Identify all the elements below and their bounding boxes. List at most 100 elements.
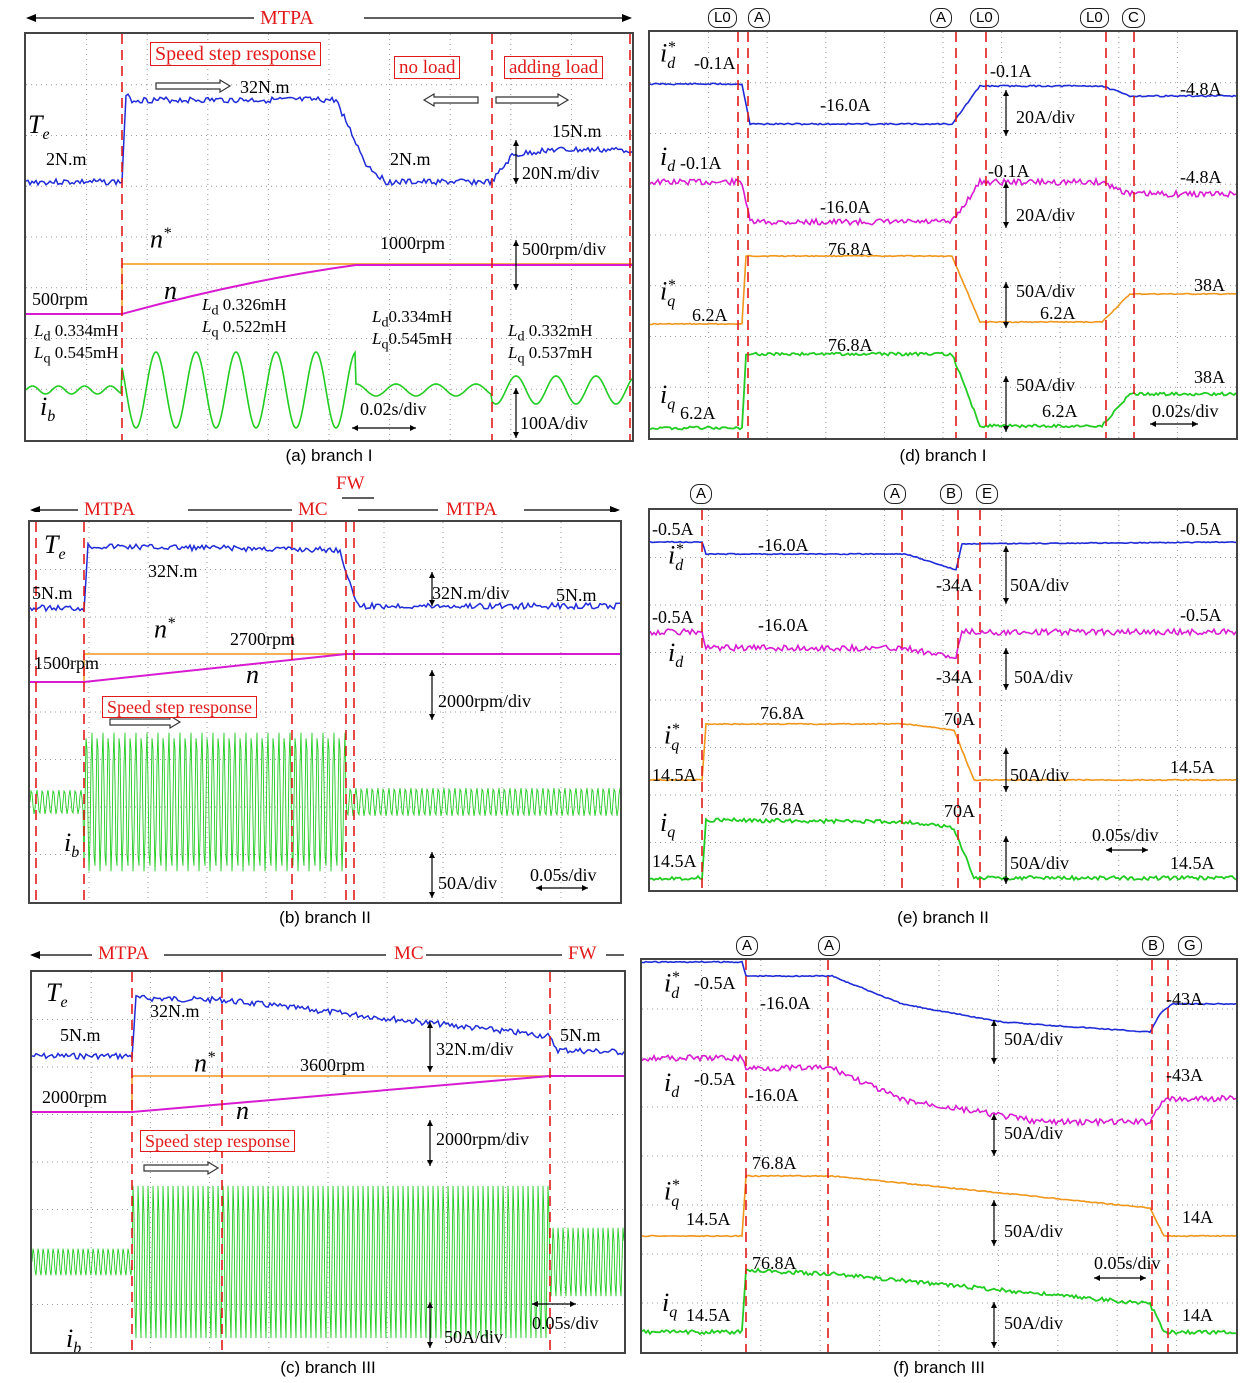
panel-b-n-div: 2000rpm/div xyxy=(438,691,531,711)
panel-e-tdiv-arrow-head-left xyxy=(1106,847,1112,853)
panel-a-te-div-arrow-head-top xyxy=(513,140,519,146)
panel-d-idref-a: -0.1A xyxy=(694,53,736,73)
panel-f-div1-arrow-head-bottom xyxy=(991,1058,997,1064)
panel-f-div3: 50A/div xyxy=(1004,1221,1064,1241)
panel-c-nref-trace xyxy=(32,1075,624,1113)
panel-c-right-arrow xyxy=(143,1160,220,1176)
caption-e: (e) branch II xyxy=(897,908,989,927)
panel-f-id-trace xyxy=(642,1053,1236,1128)
panel-c-nref-symbol: n* xyxy=(194,1048,215,1078)
caption-f: (f) branch III xyxy=(893,1358,985,1377)
panel-c-mode3: FW xyxy=(568,943,597,964)
panel-c-speed-step-box: Speed step response xyxy=(140,1130,295,1152)
panel-a-mode-bar: MTPA xyxy=(24,4,634,32)
panel-d-iqref-trace xyxy=(650,254,1236,326)
panel-b-te-5nm-b: 5N.m xyxy=(556,585,597,605)
panel-b-n-trace xyxy=(30,653,620,683)
panel-a-ib-div-arrow-head-top xyxy=(513,388,519,394)
panel-f-idref-d: -43A xyxy=(1166,989,1203,1009)
panel-e-iq-c: 70A xyxy=(944,801,975,821)
panel-d-div3-arrow-head-bottom xyxy=(1003,322,1009,328)
panel-d-marker-4: L0 xyxy=(970,8,999,28)
panel-e-idref-symbol: i*d xyxy=(668,540,684,574)
panel-a-n-div-arrow-head-bottom xyxy=(513,284,519,290)
panel-a-mode-label: MTPA xyxy=(260,7,314,29)
panel-a-n-1000: 1000rpm xyxy=(380,233,445,253)
panel-e-div3-arrow-head-bottom xyxy=(1003,786,1009,792)
panel-d-tdiv-arrow-head-left xyxy=(1150,421,1156,427)
panel-e-idref-b: -16.0A xyxy=(758,535,809,555)
panel-e-div3-arrow-head-top xyxy=(1003,748,1009,754)
panel-d-div2-arrow-head-top xyxy=(1003,182,1009,188)
panel-d-div1-arrow-head-top xyxy=(1003,90,1009,96)
panel-b-n-1500: 1500rpm xyxy=(34,653,99,673)
panel-e-iqref-symbol: i*q xyxy=(664,720,680,754)
panel-d-marker-5: L0 xyxy=(1080,8,1109,28)
panel-d-div4: 50A/div xyxy=(1016,375,1076,395)
panel-a-l4: Ld 0.332mH Lq 0.537mH xyxy=(508,321,593,366)
panel-d-idref-b: -16.0A xyxy=(820,95,871,115)
panel-b-ib-trace xyxy=(30,732,620,872)
panel-f-id-b: -16.0A xyxy=(748,1085,799,1105)
panel-f-div1: 50A/div xyxy=(1004,1029,1064,1049)
panel-f-div3-arrow-head-top xyxy=(991,1200,997,1206)
panel-b-te-symbol: Te xyxy=(44,530,66,564)
panel-d-id-c: -0.1A xyxy=(988,161,1030,181)
panel-d-iq-symbol: iq xyxy=(660,380,676,414)
panel-d-tdiv-arrow-head-right xyxy=(1192,421,1198,427)
panel-c-n-trace xyxy=(32,1075,624,1113)
panel-c-ib-div-arrow-head-bottom xyxy=(427,1342,433,1348)
panel-c-te-trace xyxy=(32,994,624,1061)
panel-d-iqref-symbol: i*q xyxy=(660,276,676,310)
panel-d-div4-arrow-head-top xyxy=(1003,376,1009,382)
panel-f-tdiv: 0.05s/div xyxy=(1094,1253,1161,1273)
panel-f-idref-b: -16.0A xyxy=(760,993,811,1013)
panel-c-bar-arrow-1 xyxy=(30,951,40,959)
panel-e-id-c: -34A xyxy=(936,667,973,687)
panel-d-iq-c: 6.2A xyxy=(1042,401,1078,421)
panel-a-tdiv-arrow-head-right xyxy=(410,425,416,431)
panel-c-ib-div-arrow-head-top xyxy=(427,1302,433,1308)
panel-f-div1-arrow-head-top xyxy=(991,1020,997,1026)
panel-e-div2-arrow-head-bottom xyxy=(1003,684,1009,690)
panel-c-n-div: 2000rpm/div xyxy=(436,1129,529,1149)
panel-d-id-b: -16.0A xyxy=(820,197,871,217)
panel-c-tdiv-arrow-head-left xyxy=(532,1301,538,1307)
panel-f-iqref-trace xyxy=(642,1174,1236,1238)
panel-d-plot xyxy=(650,32,1236,438)
panel-b-te-div-arrow-head-top xyxy=(429,572,435,578)
panel-f-div4-arrow-head-top xyxy=(991,1302,997,1308)
panel-f-div4: 50A/div xyxy=(1004,1313,1064,1333)
panel-e-iq-d: 14.5A xyxy=(1170,853,1215,873)
panel-b-mode3: FW xyxy=(336,473,365,494)
panel-e-iq-a: 14.5A xyxy=(652,851,697,871)
panel-f-idref-a: -0.5A xyxy=(694,973,736,993)
panel-f-idref-trace xyxy=(642,960,1236,1034)
panel-c-ib-div: 50A/div xyxy=(444,1327,504,1347)
panel-e-id-a: -0.5A xyxy=(652,607,694,627)
panel-e-iq-symbol: iq xyxy=(660,808,676,842)
panel-e-div2: 50A/div xyxy=(1014,667,1074,687)
panel-e-iqref-trace xyxy=(650,722,1236,782)
panel-d-iqref-c: 6.2A xyxy=(1040,303,1076,323)
panel-b-n-div-arrow-head-top xyxy=(429,670,435,676)
panel-a-left-arrow xyxy=(422,92,479,108)
panel-a-te-trace xyxy=(26,93,632,187)
caption-a: (a) branch I xyxy=(285,446,373,465)
caption-d: (d) branch I xyxy=(899,446,987,465)
panel-e-div1-arrow-head-top xyxy=(1003,546,1009,552)
panel-d-iqref-b: 76.8A xyxy=(828,239,873,259)
panel-c-n-symbol: n xyxy=(236,1096,249,1125)
panel-a-scope: Speed step response no load adding load … xyxy=(24,32,634,442)
panel-a-te-2nm: 2N.m xyxy=(46,149,87,169)
caption-b: (b) branch II xyxy=(279,908,371,927)
panel-c-n-2000: 2000rpm xyxy=(42,1087,107,1107)
panel-d-div1: 20A/div xyxy=(1016,107,1076,127)
panel-e-id-d: -0.5A xyxy=(1180,605,1222,625)
panel-e-id-b: -16.0A xyxy=(758,615,809,635)
panel-b-n-symbol: n xyxy=(246,660,259,689)
panel-c-te-div-arrow-head-top xyxy=(427,1022,433,1028)
panel-c-tdiv: 0.05s/div xyxy=(532,1313,599,1333)
panel-e-idref-d: -0.5A xyxy=(1180,519,1222,539)
panel-f-marker-1: A xyxy=(736,936,759,956)
